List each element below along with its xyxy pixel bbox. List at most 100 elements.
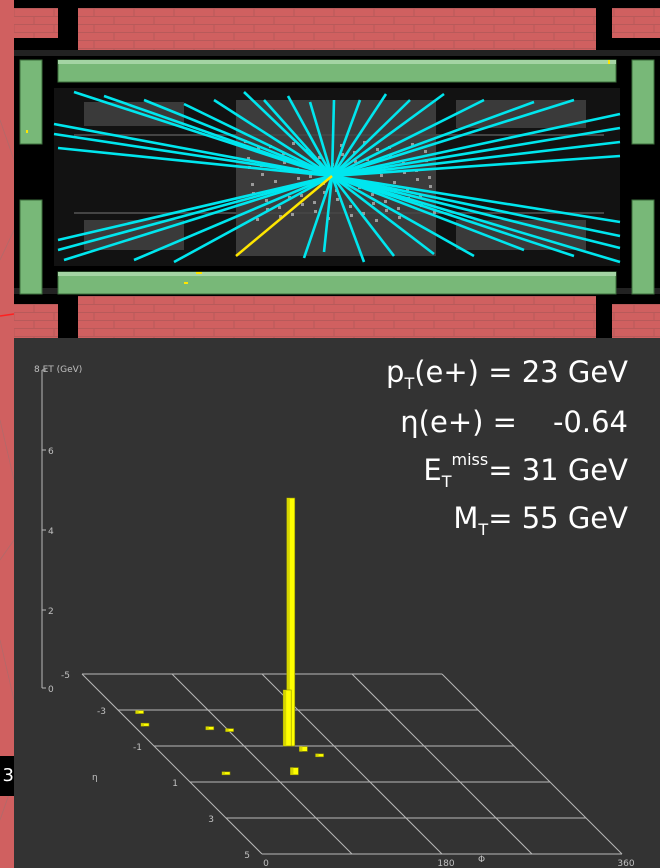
detector-side-view xyxy=(14,0,660,338)
tracker-hit xyxy=(384,200,387,203)
track-line xyxy=(57,174,333,242)
grid-phi-line xyxy=(171,673,353,855)
tracker-hit xyxy=(419,195,422,198)
tracker-hit xyxy=(398,216,401,219)
track-line xyxy=(331,174,475,258)
endcap-right-top xyxy=(631,59,655,145)
track-line xyxy=(330,175,396,257)
track-line xyxy=(330,175,366,263)
tower-bar-shade xyxy=(283,690,287,746)
endcap-right-bottom xyxy=(631,199,655,295)
tracker-hit xyxy=(309,175,312,178)
tower-bar-shade xyxy=(225,728,229,732)
z-axis-title: 8 ET (GeV) xyxy=(34,365,82,375)
muon-wall-bottom xyxy=(78,296,596,338)
track-line xyxy=(331,174,435,256)
track-line xyxy=(331,112,621,178)
tracker-hit xyxy=(380,174,383,177)
track-line xyxy=(57,174,333,252)
tracker-hit xyxy=(279,215,282,218)
track-line xyxy=(183,102,333,178)
phi-tick-label: 0 xyxy=(263,859,269,868)
electron-eta-line: η(e+) = -0.64 xyxy=(400,405,628,439)
track-line xyxy=(331,126,621,178)
muon-wall-right-top xyxy=(612,8,660,38)
track-line xyxy=(331,100,535,178)
tracker-hit xyxy=(256,218,259,221)
tracker-hit xyxy=(292,142,295,145)
tracker-hit xyxy=(403,171,406,174)
track-line xyxy=(331,99,411,177)
tracker-hit xyxy=(313,201,316,204)
tracker-hit xyxy=(385,209,388,212)
lego-plot: 8 ET (GeV) 6 4 2 0 -5 -3 -1 1 3 5 η 0 180 360 Φ… xyxy=(14,338,660,868)
tracker-hit xyxy=(288,196,291,199)
track-line xyxy=(53,122,333,178)
eta-axis: -5 -3 -1 1 3 5 xyxy=(61,671,250,861)
tower-bar-shade xyxy=(315,753,319,757)
track-line xyxy=(331,174,621,250)
track-line xyxy=(331,98,575,178)
track-line xyxy=(213,98,333,178)
track-line xyxy=(53,132,333,178)
tracker-hit xyxy=(397,207,400,210)
eta-tick-label: 5 xyxy=(244,851,250,861)
z-tick-6: 6 xyxy=(48,447,54,457)
tracker-hit xyxy=(376,148,379,151)
electron-pt-line: pT(e+) = 23 GeV xyxy=(386,355,628,393)
tracker-hit xyxy=(261,173,264,176)
edge-strip xyxy=(0,0,14,868)
tracker-hit xyxy=(362,212,365,215)
grid-phi-line xyxy=(81,673,263,855)
tower-bar-shade xyxy=(205,726,209,730)
tracker-hit xyxy=(300,194,303,197)
tower-bar-shade xyxy=(286,498,290,746)
tracker-hit xyxy=(424,150,427,153)
track-line xyxy=(143,98,333,178)
z-tick-0: 0 xyxy=(48,685,54,695)
tracker-hit xyxy=(274,180,277,183)
tracker-hit xyxy=(393,181,396,184)
track-line xyxy=(308,101,334,177)
track-line xyxy=(331,154,621,178)
track-line xyxy=(331,174,575,258)
track-line xyxy=(243,91,333,177)
tracker-hit xyxy=(340,144,343,147)
phi-axis-title: Φ xyxy=(478,855,485,865)
tracker-hit xyxy=(336,198,339,201)
grid-phi-line xyxy=(351,673,533,855)
eta-axis-title: η xyxy=(92,773,98,783)
track-line xyxy=(330,99,362,177)
phi-tick-label: 180 xyxy=(437,859,454,868)
track-line xyxy=(331,174,621,264)
kinematics-summary: pT(e+) = 23 GeV η(e+) = -0.64 ETmiss= 31 … xyxy=(386,355,628,539)
missing-et-line: ETmiss= 31 GeV xyxy=(423,450,628,491)
tracker-hit xyxy=(297,177,300,180)
eta-tick-label: 3 xyxy=(208,815,214,825)
tower-bar-shade xyxy=(290,767,294,775)
tracker-hit xyxy=(429,185,432,188)
track-line xyxy=(322,175,334,253)
muon-wall-top xyxy=(78,8,596,50)
charged-tracks xyxy=(53,90,621,264)
track-line xyxy=(286,95,334,177)
track-line xyxy=(302,175,334,259)
tracker-hit xyxy=(247,157,250,160)
tower-bar-shade xyxy=(141,723,144,727)
tracker-hit xyxy=(363,141,366,144)
tracker-hit xyxy=(314,210,317,213)
muon-wall-left-top xyxy=(14,8,58,38)
tracker-hit xyxy=(323,191,326,194)
muon-wall-left-bottom xyxy=(14,304,58,338)
tracker-hit xyxy=(301,203,304,206)
tower-bar-shade xyxy=(299,746,303,752)
track-line xyxy=(133,174,333,262)
z-tick-4: 4 xyxy=(48,527,54,537)
grid-phi-line xyxy=(441,673,623,855)
track-line xyxy=(331,174,621,238)
tracker-hit xyxy=(375,219,378,222)
electron-track xyxy=(235,175,333,257)
tracker-hit xyxy=(265,199,268,202)
tracker-hit xyxy=(350,214,353,217)
z-tick-2: 2 xyxy=(48,607,54,617)
